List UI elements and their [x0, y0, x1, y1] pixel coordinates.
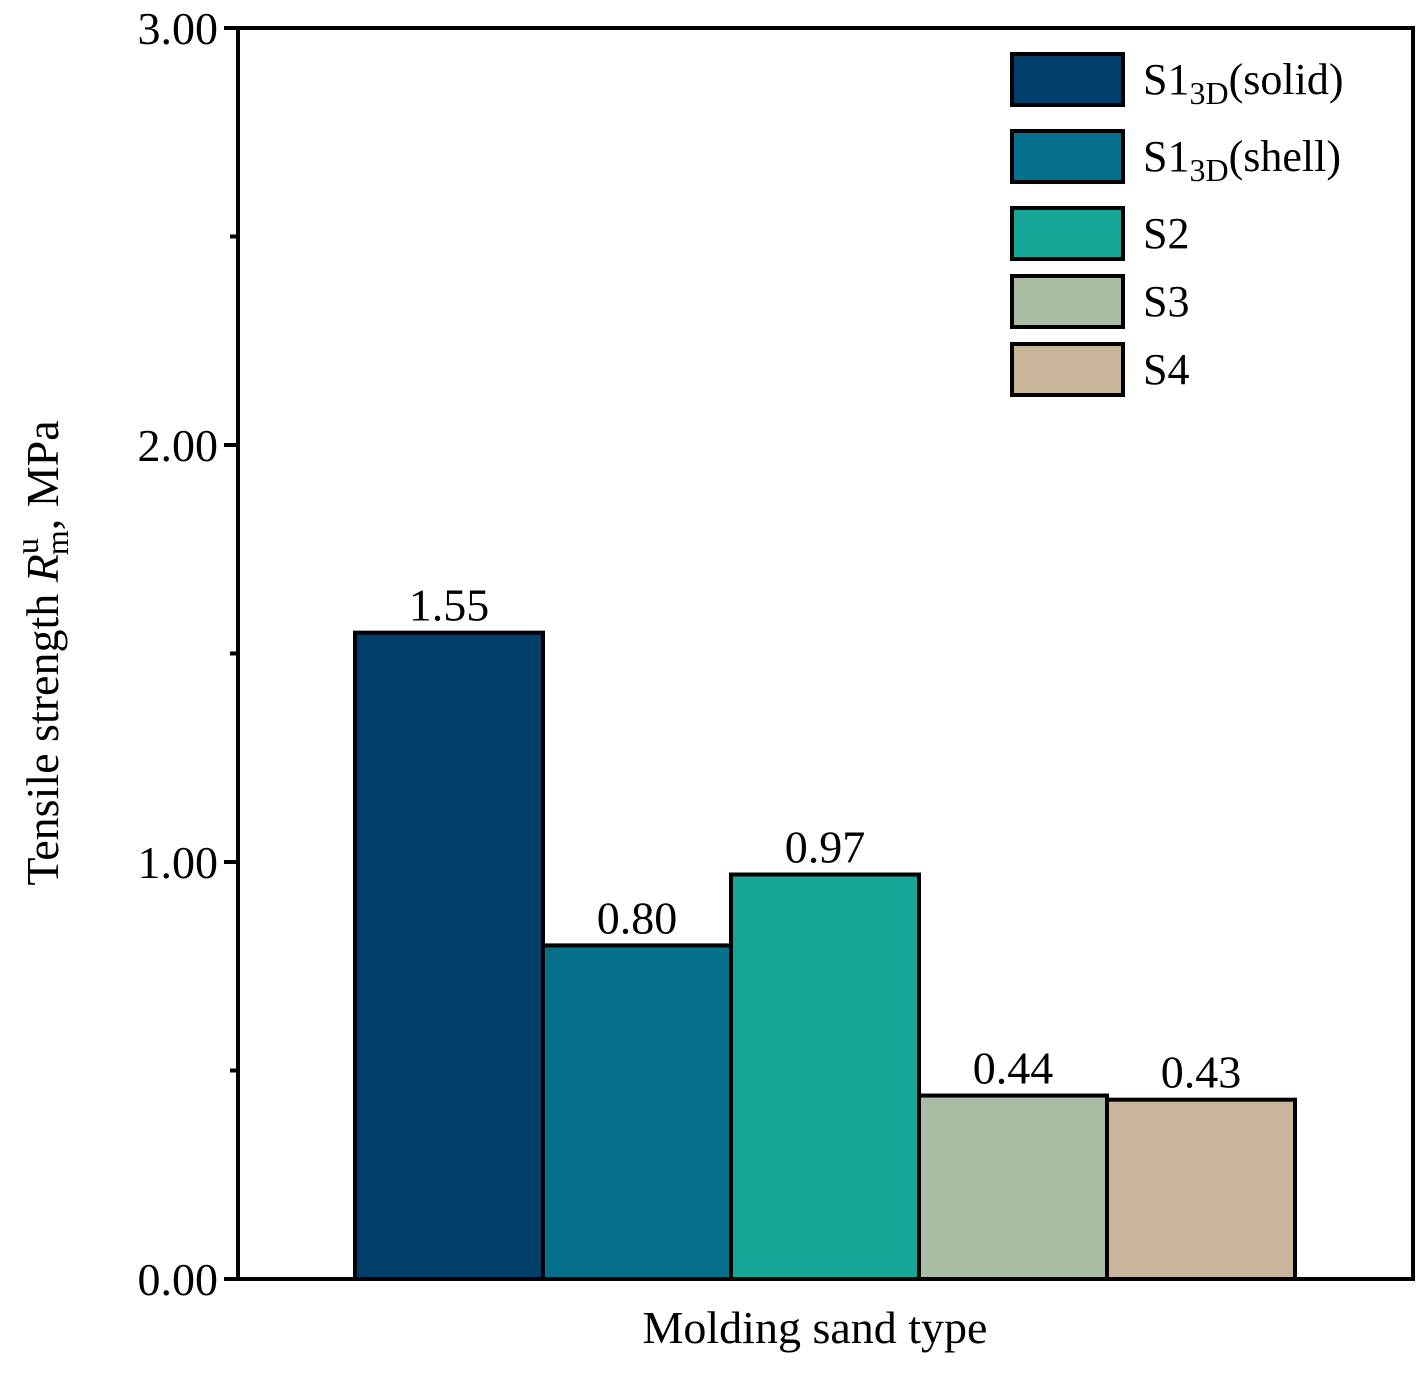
bar-value-label: 0.44	[973, 1043, 1054, 1094]
y-axis-title-prefix: Tensile strength	[17, 582, 68, 885]
bar-s1-shell	[541, 943, 733, 1282]
bar-s2	[729, 872, 921, 1281]
y-axis-title-suffix: , MPa	[17, 420, 68, 530]
legend-label: S13D(solid)	[1143, 55, 1343, 111]
y-tick-label: 0.00	[138, 1254, 219, 1305]
y-axis-ticks: 0.00 1.00 2.00 3.00	[138, 3, 238, 1305]
bar-s1-solid	[353, 630, 545, 1281]
legend: S13D(solid) S13D(shell) S2 S3 S4	[1010, 52, 1343, 397]
y-axis-title: Tensile strength Rum, MPa	[9, 420, 75, 885]
y-axis-title-subscript: m	[39, 530, 75, 555]
bar-value-label: 0.43	[1161, 1047, 1242, 1098]
y-tick-label: 2.00	[138, 420, 219, 471]
y-axis-title-symbol: R	[17, 554, 68, 583]
legend-swatch	[1010, 274, 1125, 329]
data-labels-layer: 1.55 0.80 0.97 0.44 0.43	[409, 580, 1242, 1098]
bar-value-label: 1.55	[409, 580, 490, 631]
y-axis-title-superscript: u	[9, 538, 45, 554]
legend-label: S2	[1143, 209, 1189, 258]
y-tick-label: 1.00	[138, 837, 219, 888]
legend-label: S4	[1143, 345, 1189, 394]
bar-value-label: 0.80	[597, 892, 678, 943]
legend-label: S13D(shell)	[1143, 132, 1341, 188]
x-axis-title: Molding sand type	[643, 1302, 988, 1353]
bar-s4	[1105, 1097, 1297, 1281]
bar-s3	[917, 1093, 1109, 1282]
legend-swatch	[1010, 129, 1125, 184]
y-tick-label: 3.00	[138, 3, 219, 54]
bar-value-label: 0.97	[785, 822, 866, 873]
legend-swatch	[1010, 342, 1125, 397]
legend-swatch	[1010, 52, 1125, 107]
legend-swatch	[1010, 206, 1125, 261]
legend-label: S3	[1143, 277, 1189, 326]
bars-layer	[353, 630, 1297, 1282]
